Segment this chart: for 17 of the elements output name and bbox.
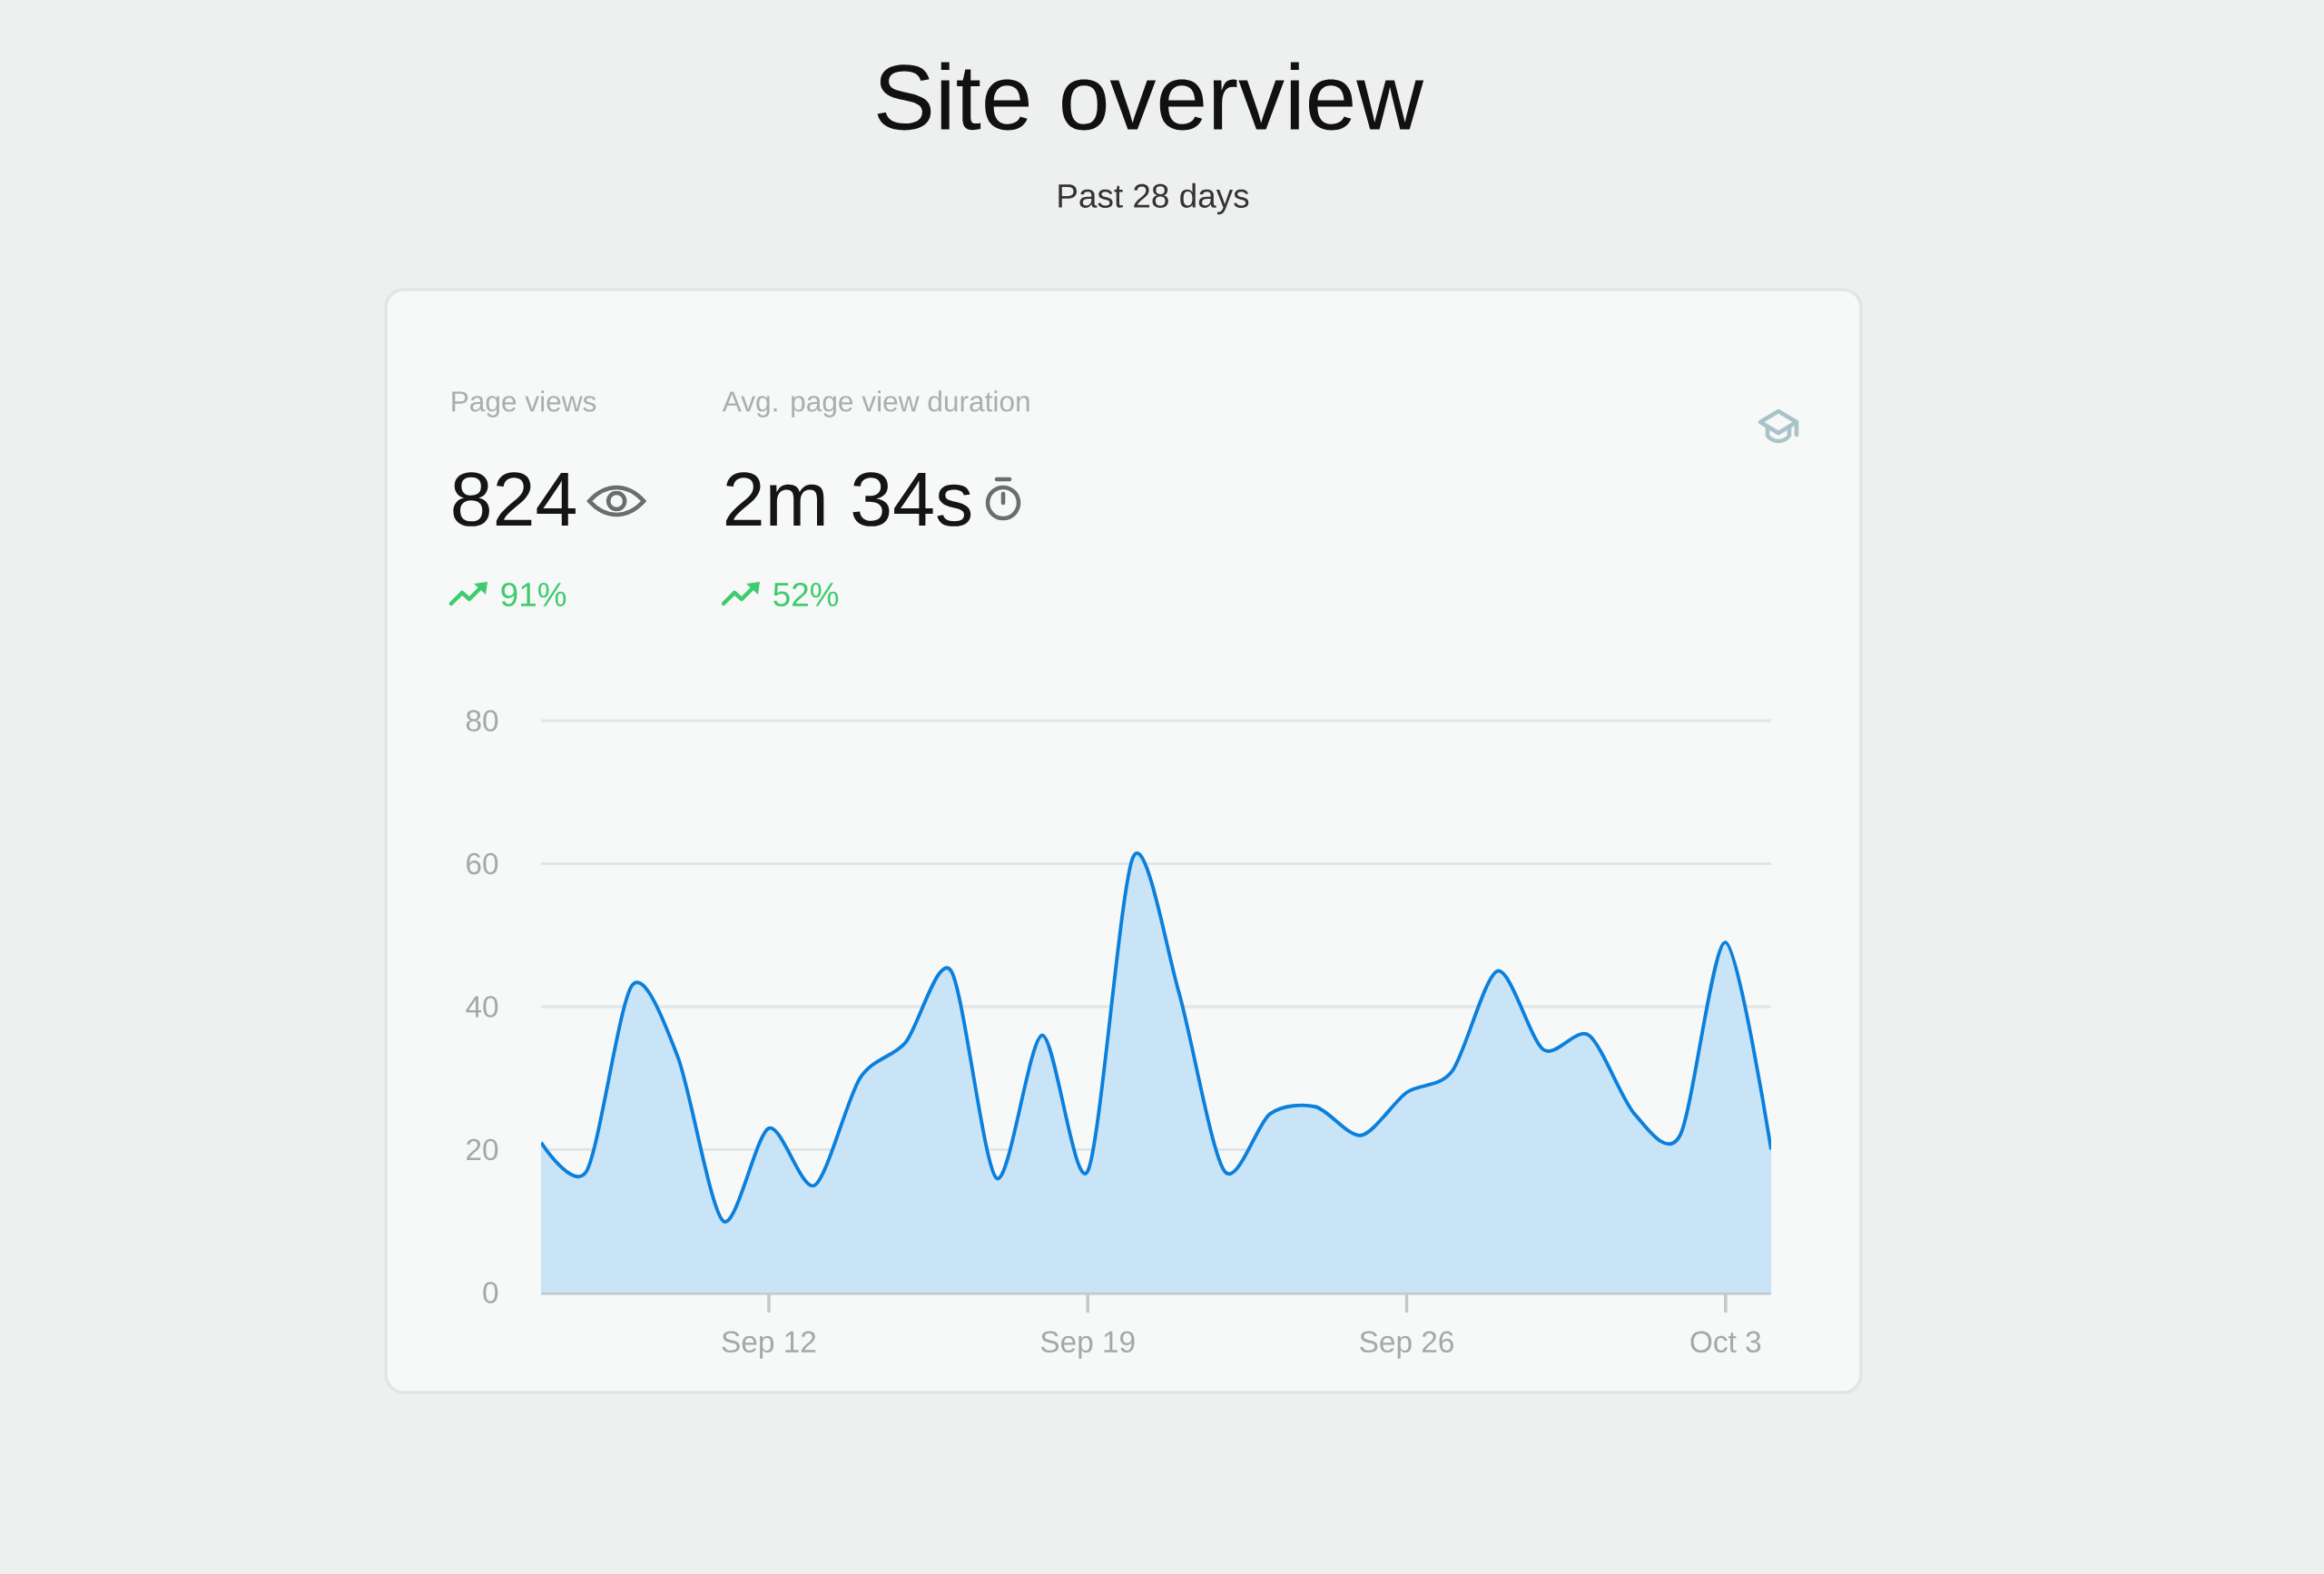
y-tick-label: 20	[467, 1138, 498, 1161]
y-tick-label: 0	[483, 1282, 498, 1303]
text: 824	[453, 472, 576, 526]
x-tick-label: Sep 12	[722, 1331, 816, 1359]
text: Page views	[452, 390, 596, 418]
x-tick-label: Oct 3	[1690, 1331, 1761, 1353]
text: Avg. page view duration	[722, 390, 1029, 418]
y-tick-label: 80	[466, 710, 498, 732]
text: 2m 34s	[725, 472, 971, 526]
text: 52%	[773, 582, 839, 607]
y-tick-label: 60	[467, 852, 498, 875]
x-tick-label: Sep 19	[1040, 1331, 1135, 1359]
chart-title: Site overview	[877, 62, 1424, 131]
x-tick-label: Sep 26	[1360, 1331, 1453, 1359]
chart-subtitle: Past 28 days	[1059, 182, 1249, 215]
text: 91%	[501, 582, 566, 607]
y-tick-label: 40	[466, 996, 498, 1018]
